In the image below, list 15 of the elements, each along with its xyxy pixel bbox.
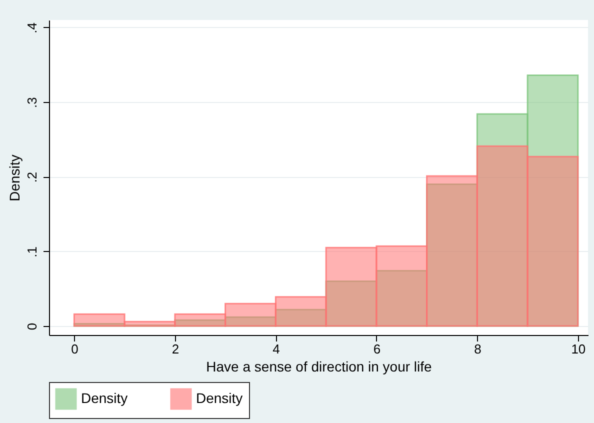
y-tick-label: 0 (24, 322, 40, 330)
y-tick-label: .2 (24, 172, 40, 183)
x-tick-label: 6 (373, 342, 381, 356)
x-tick-label: 8 (474, 342, 482, 356)
y-tick-label: .3 (24, 97, 40, 108)
legend-label: Density (81, 390, 128, 406)
y-axis-title: Density (6, 154, 22, 202)
x-tick-label: 4 (272, 342, 280, 356)
y-tick-label: .1 (24, 246, 40, 258)
x-tick-label: 2 (172, 342, 180, 356)
legend-label: Density (196, 390, 243, 406)
x-axis-title: Have a sense of direction in your life (206, 358, 432, 374)
x-tick-label: 10 (571, 342, 586, 356)
y-tick-label: .4 (24, 22, 40, 34)
x-tick-label: 0 (71, 342, 78, 356)
